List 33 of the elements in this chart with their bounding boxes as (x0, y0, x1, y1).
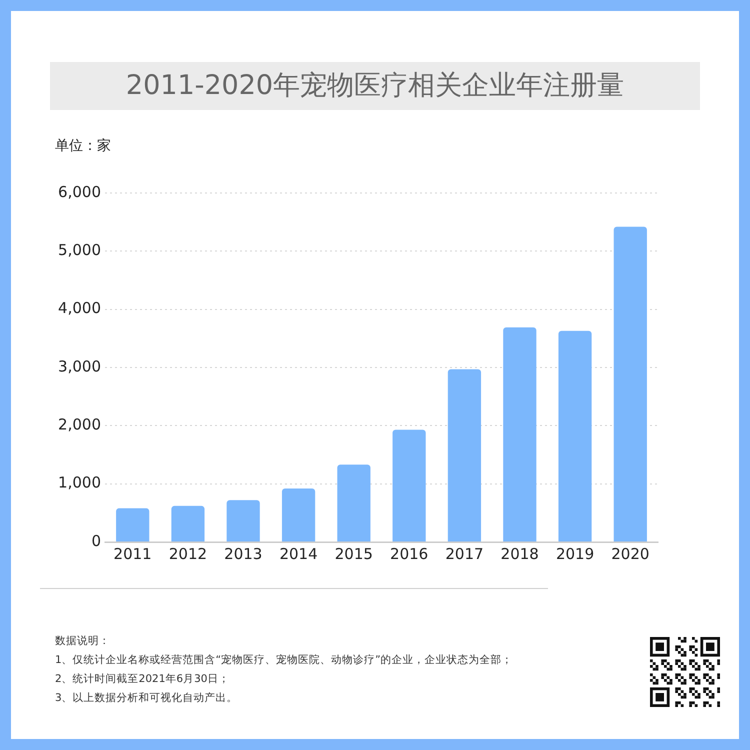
x-tick-label: 2013 (224, 544, 262, 563)
x-tick-label: 2016 (390, 544, 428, 563)
text: 1、仅统计企业名称或经营范围含“宠物医疗、宠物医院、动物诊疗”的企业，企业状态为全部； (55, 653, 513, 668)
x-tick-label: 2018 (500, 544, 539, 563)
x-tick-label: 2017 (445, 544, 484, 563)
y-tick-label: 6,000 (58, 182, 101, 201)
y-tick-label: 5,000 (58, 241, 101, 260)
bar (171, 506, 205, 542)
bar (614, 226, 647, 542)
y-tick-label: 3,000 (58, 357, 101, 376)
text: 数据说明： (55, 634, 111, 649)
text: 2、统计时间截至2021年6月30日； (55, 672, 230, 687)
bar (337, 464, 370, 542)
text: 3、以上数据分析和可视化自动产出。 (55, 691, 239, 706)
y-tick-label: 2,000 (58, 416, 101, 434)
bar (448, 369, 482, 542)
x-tick-label: 2020 (611, 544, 650, 563)
x-tick-label: 2014 (279, 544, 318, 563)
bar (226, 500, 260, 542)
bar (503, 327, 536, 542)
x-tick-label: 2011 (114, 544, 152, 563)
x-tick-label: 2015 (334, 544, 373, 563)
chart-title: 2011-2020年宠物医疗相关企业年注册量 (50, 62, 700, 110)
y-tick-label: 0 (91, 532, 101, 550)
bar (392, 430, 426, 542)
y-axis-title: 单位：家 (55, 137, 111, 155)
bar (558, 330, 592, 542)
y-tick-label: 4,000 (58, 299, 101, 318)
x-tick-label: 2019 (556, 544, 594, 563)
bar (116, 508, 150, 542)
y-tick-label: 1,000 (58, 474, 101, 492)
x-tick-label: 2012 (168, 544, 208, 563)
bar (282, 488, 316, 542)
